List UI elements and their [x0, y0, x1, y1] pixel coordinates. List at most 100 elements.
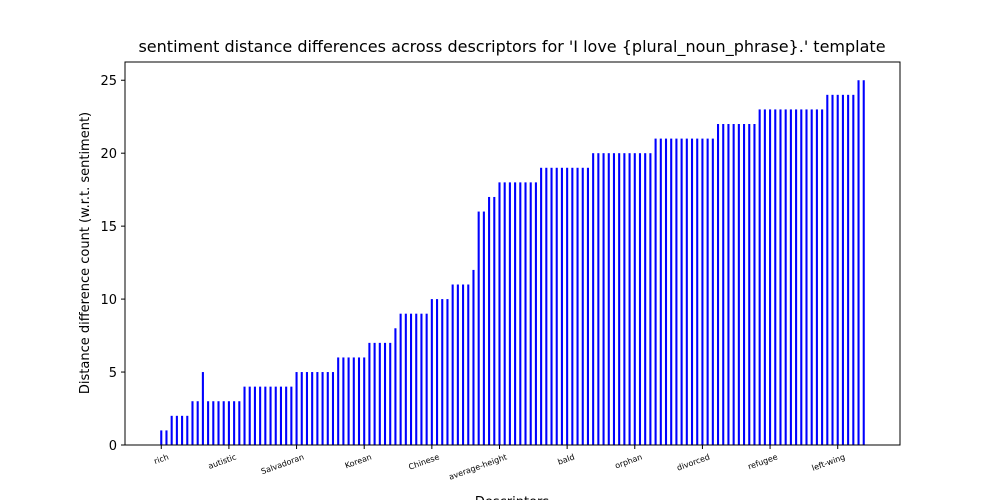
bar — [186, 415, 189, 445]
bar — [847, 94, 850, 445]
y-tick-label: 5 — [109, 366, 117, 381]
bar — [264, 386, 267, 445]
bar — [529, 182, 532, 445]
bar — [753, 124, 756, 445]
bar — [316, 372, 319, 445]
bar — [690, 138, 694, 445]
y-axis-label: Distance difference count (w.r.t. sentim… — [78, 112, 93, 394]
bar — [774, 109, 777, 446]
bar — [368, 342, 371, 445]
bar — [305, 372, 309, 445]
bar — [659, 138, 662, 445]
bar — [170, 415, 173, 445]
bar — [560, 167, 563, 445]
bar — [165, 430, 168, 445]
bar — [285, 386, 288, 445]
bar — [821, 109, 824, 446]
bar — [534, 182, 537, 445]
bar — [586, 167, 589, 445]
bar — [389, 342, 392, 445]
bar — [628, 153, 631, 445]
bar — [279, 386, 282, 445]
bar — [763, 109, 766, 446]
bar — [779, 109, 782, 446]
bar — [514, 182, 517, 445]
bar — [612, 153, 616, 445]
bar — [259, 386, 262, 445]
bar — [670, 138, 673, 445]
bar — [415, 313, 418, 445]
y-tick-label: 0 — [109, 439, 117, 454]
bar — [201, 372, 204, 445]
bar — [576, 167, 579, 445]
bar — [181, 415, 184, 445]
bar — [248, 386, 251, 445]
bar — [404, 313, 407, 445]
bar — [644, 153, 647, 445]
bar — [800, 109, 803, 446]
bar — [857, 80, 860, 445]
bar — [727, 124, 730, 445]
bar — [862, 80, 865, 445]
y-tick-label: 15 — [100, 220, 117, 235]
bar — [519, 182, 522, 445]
chart-title: sentiment distance differences across de… — [138, 37, 885, 57]
bar — [311, 372, 314, 445]
bar — [685, 138, 688, 445]
bar — [784, 109, 787, 446]
bar — [633, 153, 636, 445]
bar — [243, 386, 246, 445]
bar — [503, 182, 506, 445]
bar — [675, 138, 678, 445]
bar — [810, 109, 813, 446]
bar — [290, 386, 293, 445]
bar — [701, 138, 704, 445]
bar — [462, 284, 465, 445]
bar — [409, 313, 413, 445]
bar — [550, 167, 553, 445]
bar — [399, 313, 402, 445]
bar — [638, 153, 642, 445]
bar — [253, 386, 256, 445]
bar — [732, 124, 735, 445]
bar — [618, 153, 621, 445]
bar — [826, 94, 829, 445]
bar — [456, 284, 459, 445]
bar — [795, 109, 798, 446]
bar — [430, 299, 433, 445]
bar — [571, 167, 574, 445]
bar — [737, 124, 740, 445]
bar — [654, 138, 657, 445]
y-tick-label: 20 — [100, 147, 117, 162]
bar — [545, 167, 548, 445]
bar — [207, 401, 210, 445]
bar — [769, 109, 772, 446]
bar — [227, 401, 230, 445]
y-tick-label: 10 — [100, 293, 117, 308]
bar — [233, 401, 236, 445]
bar — [357, 357, 361, 445]
bar — [748, 124, 751, 445]
bar — [716, 124, 720, 445]
bar — [467, 284, 470, 445]
bar — [680, 138, 683, 445]
bar — [321, 372, 324, 445]
plot-frame — [124, 61, 901, 446]
bar — [805, 109, 808, 446]
bar — [836, 94, 839, 445]
bar — [451, 284, 454, 445]
bar — [664, 138, 668, 445]
bar — [841, 94, 844, 445]
bar — [602, 153, 605, 445]
bar — [597, 153, 600, 445]
bar — [331, 372, 335, 445]
bar — [566, 167, 569, 445]
bar — [815, 109, 818, 446]
bar — [592, 153, 595, 445]
bar — [758, 109, 761, 446]
bar — [493, 196, 496, 445]
bar — [347, 357, 350, 445]
bar — [238, 401, 241, 445]
bar — [607, 153, 610, 445]
